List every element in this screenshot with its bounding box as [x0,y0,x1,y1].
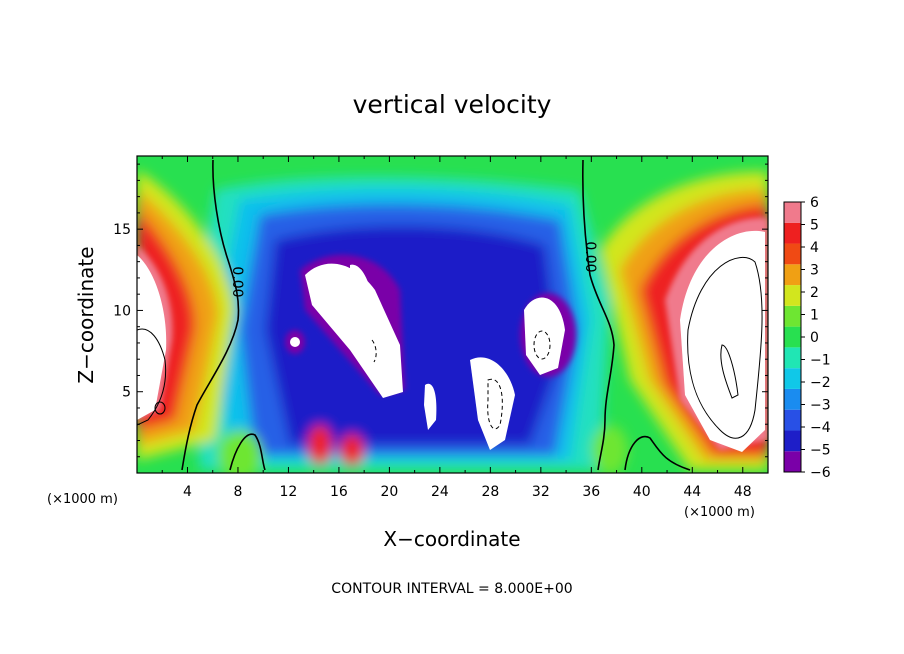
contour-labels: 0.00 0.00 [229,241,598,297]
colorbar-tick-label: 1 [810,308,819,324]
x-unit-left: (×1000 m) [47,492,118,507]
x-tick-label: 24 [431,484,449,500]
x-tick-label: 28 [481,484,499,500]
colorbar-tick-label: 0 [810,330,819,346]
contour-pos-right-inner [720,344,739,399]
field-white-left-core [137,255,167,420]
colorbar: 6 5 4 3 2 1 0 −1 −2 −3 −4 −5 −6 [783,195,831,481]
colorbar-swatch [784,347,801,369]
x-tick-label: 4 [183,484,192,500]
contour-pos-left-inner [154,401,166,415]
x-tick-label: 16 [330,484,348,500]
x-axis-label: X−coordinate [383,527,520,551]
colorbar-swatch [784,264,801,286]
x-tick-label: 32 [532,484,550,500]
colorbar-tick-label: −4 [810,420,831,436]
contour-zero-right-bottom [624,435,691,471]
y-tick-label: 15 [113,222,131,238]
field-blob-warm-2 [340,434,364,466]
field-white-right-core [680,230,765,452]
x-tick-label: 48 [734,484,752,500]
x-tick-label: 36 [582,484,600,500]
colorbar-tick-label: −3 [810,398,831,414]
y-tick-label: 10 [113,303,131,319]
field-white-downdraft-6 [290,337,300,347]
contour-pos-right [687,257,763,439]
contour-neg-3 [533,330,551,360]
field-white-downdraft-5 [424,383,437,430]
colorbar-swatch [784,202,801,223]
colorbar-tick-label: 6 [810,195,819,211]
colorbar-swatch [784,409,801,431]
contour-interval-text: CONTOUR INTERVAL = 8.000E+00 [331,581,572,597]
contour-label: 0.00 [582,241,598,272]
contour-zero-left [181,159,240,471]
x-axis-ticks: 4 8 12 16 20 24 28 32 36 40 44 48 [161,156,752,500]
x-tick-label: 44 [683,484,701,500]
colorbar-swatch [784,430,801,452]
x-tick-label: 20 [380,484,398,500]
colorbar-swatch [784,243,801,265]
colorbar-tick-label: 5 [810,218,819,234]
y-axis-label: Z−coordinate [74,246,98,383]
x-tick-label: 40 [633,484,651,500]
field-blob-warm-1 [308,425,332,465]
field-blob-green-1 [218,430,262,473]
y-tick-label: 5 [122,385,131,401]
contour-neg-2 [487,378,503,430]
colorbar-swatch [784,285,801,306]
y-axis-ticks: 5 10 15 [113,163,768,458]
contour-pos-left [137,328,167,426]
field-region-darkblue [265,225,560,445]
x-tick-label: 8 [233,484,242,500]
plot-frame [136,155,769,474]
colorbar-tick-label: −6 [810,465,831,481]
colorbar-tick-label: 4 [810,240,819,256]
field-white-downdraft-3 [470,357,515,450]
chart-title: vertical velocity [353,90,552,119]
colorbar-tick-label: −2 [810,375,831,391]
contour-label: 0.00 [229,266,245,297]
colorbar-swatch [784,368,801,389]
colorbar-swatch [784,388,801,410]
field-white-downdraft-4 [524,297,565,375]
colorbar-tick-label: 2 [810,285,819,301]
field-white-downdraft-2 [350,264,372,305]
colorbar-swatch [784,451,801,472]
x-unit-right: (×1000 m) [684,505,755,520]
contour-zero-right [582,159,615,471]
contour-neg-1 [371,339,377,363]
heatmap-field [137,156,768,473]
x-tick-label: 12 [280,484,298,500]
colorbar-tick-label: 3 [810,263,819,279]
colorbar-swatch [784,305,801,327]
field-white-downdraft-1 [305,263,403,398]
colorbar-tick-label: −1 [810,353,831,369]
contour-zero-left-bottom [229,433,266,471]
field-blob-green-2 [592,425,628,473]
colorbar-swatch [784,326,801,348]
colorbar-swatch [784,222,801,244]
colorbar-tick-label: −5 [810,443,831,459]
